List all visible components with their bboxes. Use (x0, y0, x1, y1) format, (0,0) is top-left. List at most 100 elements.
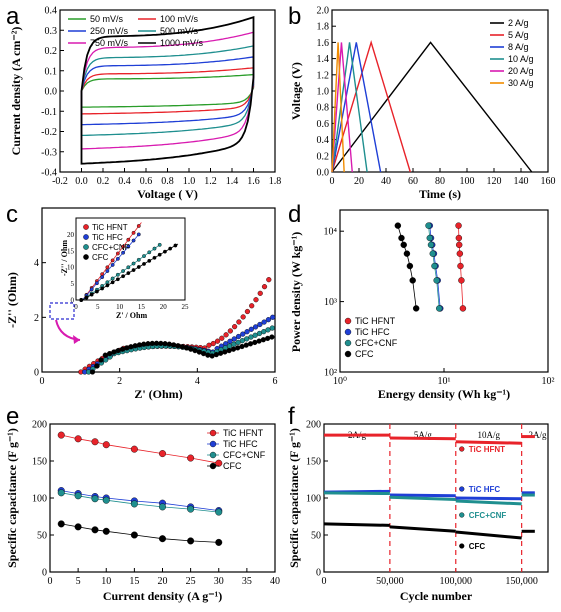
panel-f-series-2-segment (455, 499, 522, 506)
panel-a-ytick-label: 0.2 (45, 46, 58, 57)
panel-b-gcd-chart: 0 20 40 60 80 100 120 140 160 0.0 0.2 0.4 0.6 0.8 1.0 1… (289, 6, 556, 202)
panel-c-series-0-point (227, 328, 233, 334)
panel-d-legend-label: CFC+CNF (355, 338, 398, 348)
panel-c-legend-marker (83, 244, 89, 250)
panel-a-xtick-label: 1.4 (226, 176, 239, 187)
panel-c-inset-series-3-point (95, 289, 99, 294)
panel-b-legend-label: 30 A/g (508, 78, 534, 88)
panel-c-series-0-point (232, 324, 238, 330)
panel-e-xtick-label: 15 (129, 576, 139, 587)
panel-d-legend-label: TiC HFNT (355, 316, 396, 326)
panel-b-xtick-label: 40 (381, 176, 391, 187)
panel-c-series-3-point (205, 352, 211, 358)
panel-c-inset-series-3-point (100, 286, 105, 291)
panel-c-legend-marker (83, 234, 89, 240)
panel-c-series-3-point (209, 353, 215, 359)
panel-d-series-0-point (459, 305, 467, 312)
panel-c-series-3-point (128, 344, 134, 350)
panel-c-x-axis-label: Z' (Ohm) (134, 387, 182, 401)
panel-c-zoom-box (49, 302, 75, 320)
panel-c-ytick-label: 2 (34, 313, 39, 324)
panel-f-legend-label: CFC (469, 542, 486, 551)
panel-b-ytick-label: 1.6 (317, 38, 330, 49)
panel-e-series-3-point (130, 531, 138, 539)
panel-d-series-3-point (412, 305, 420, 312)
panel-d-legend-marker (344, 350, 352, 358)
panel-e-xtick-label: 0 (48, 576, 53, 587)
panel-c-inset-series-0-point (126, 237, 131, 242)
panel-c-zoom-arrow (55, 319, 81, 341)
panel-b-ytick-label: 0.6 (317, 119, 330, 130)
panel-c-inset-y-label: -Z'' / Ohm (60, 240, 69, 276)
panel-f-ytick-label: 0 (316, 568, 321, 579)
panel-b-series-1-line (331, 39, 411, 173)
panel-e-xtick-label: 20 (158, 576, 168, 587)
panel-e-x-axis-label: Current density (A g⁻¹) (103, 589, 222, 603)
panel-c-inset-series-1-point (131, 238, 136, 243)
panel-f-series-3-segment (455, 530, 522, 540)
panel-c-legend-marker (83, 224, 89, 230)
panel-a-xtick-label: 0.0 (75, 176, 88, 187)
panel-c-inset-series-3-point (157, 252, 162, 257)
panel-c-series-1-point (261, 319, 267, 325)
panel-a-ytick-label: 0.3 (45, 26, 58, 37)
panel-a-x-axis-label: Voltage ( V) (137, 187, 198, 201)
panel-a-xtick-label: 1.6 (247, 176, 260, 187)
panel-c-inset-series-1-point (121, 250, 125, 255)
panel-b-x-axis-label: Time (s) (419, 187, 461, 201)
panel-c-inset-series-3-point (105, 283, 110, 288)
panel-c-inset-series-1-point (95, 281, 99, 286)
panel-d-series-0-point (455, 234, 463, 242)
panel-c-inset-xtick-label: 5 (96, 303, 100, 311)
panel-c-series-3-point (183, 345, 190, 351)
panel-c-ytick-label: 4 (34, 258, 39, 269)
panel-d-y-axis-label: Power density (W kg⁻¹) (289, 232, 303, 353)
panel-a-xtick-label: 0.2 (97, 176, 110, 187)
panel-b-y-axis-label: Voltage (V) (289, 62, 303, 120)
panel-c-inset-series-3-point (110, 280, 115, 285)
panel-b-ytick-label: 1.2 (317, 70, 330, 81)
panel-b-series-4-line (331, 42, 353, 173)
panel-c-inset-series-3-point (84, 295, 89, 300)
panel-a-ytick-label: -0.2 (41, 127, 57, 138)
panel-b-ytick-label: 0.8 (317, 103, 330, 114)
panel-d-ytick-label: 10² (324, 368, 337, 379)
panel-f-ytick-label: 100 (306, 494, 321, 505)
panel-f-series-3-segment (323, 522, 390, 527)
panel-f-ytick-label: 50 (311, 531, 321, 542)
panel-a-legend-label: 1000 mV/s (160, 38, 204, 48)
panel-c-inset-series-2-point (157, 242, 162, 247)
panel-c-series-3-point (166, 341, 172, 347)
panel-c-inset-series-2-point (136, 257, 141, 262)
panel-b-series-2-line (331, 42, 382, 173)
panel-c-series-3-point (265, 335, 271, 341)
panel-e-series-3-point (158, 535, 166, 543)
panel-b-ytick-label: 1.4 (317, 54, 330, 65)
panel-c-inset-series-3-point (79, 298, 84, 302)
panel-c-series-3-point (243, 342, 249, 348)
panel-f-legend-label: TiC HFNT (469, 445, 505, 454)
panel-c-inset-xtick-label: 25 (182, 303, 190, 311)
panel-e-legend-marker (209, 462, 217, 470)
panel-c-inset-xtick-label: 20 (160, 303, 168, 311)
panel-e-ytick-label: 200 (32, 420, 47, 431)
panel-e-series-2-point (57, 489, 65, 497)
panel-d-legend-label: CFC (355, 349, 374, 359)
panel-c-nyquist-chart: 0 2 4 6 0 2 4 Z' (Ohm) -Z'' (Ohm) 0 5 10 15 20 25 0 5 10 1… (5, 207, 278, 401)
panel-c-series-1-point (270, 314, 276, 320)
panel-c-series-3-point (256, 338, 262, 344)
panel-f-legend-label: TiC HFC (469, 485, 501, 494)
panel-c-series-3-point (162, 341, 168, 347)
panel-d-series-0-point (457, 262, 464, 270)
panel-d-ragone-chart: 10⁰ 10¹ 10² 10² 10³ 10⁴ Energy density (Wh kg⁻… (289, 209, 555, 401)
panel-b-xtick-label: 100 (460, 176, 475, 187)
panel-e-series-2-point (74, 492, 82, 500)
panel-b-legend-label: 10 A/g (508, 54, 534, 64)
panel-f-xtick-label: 50,000 (376, 576, 404, 587)
panel-a-legend-label: 250 mV/s (90, 26, 129, 36)
panel-c-inset-series-3-point (115, 277, 120, 282)
panel-c-series-3-point (132, 343, 138, 349)
panel-b-xtick-label: 140 (514, 176, 529, 187)
panel-c-series-0-point (236, 319, 242, 325)
panel-a-xtick-label: 1.0 (183, 176, 196, 187)
